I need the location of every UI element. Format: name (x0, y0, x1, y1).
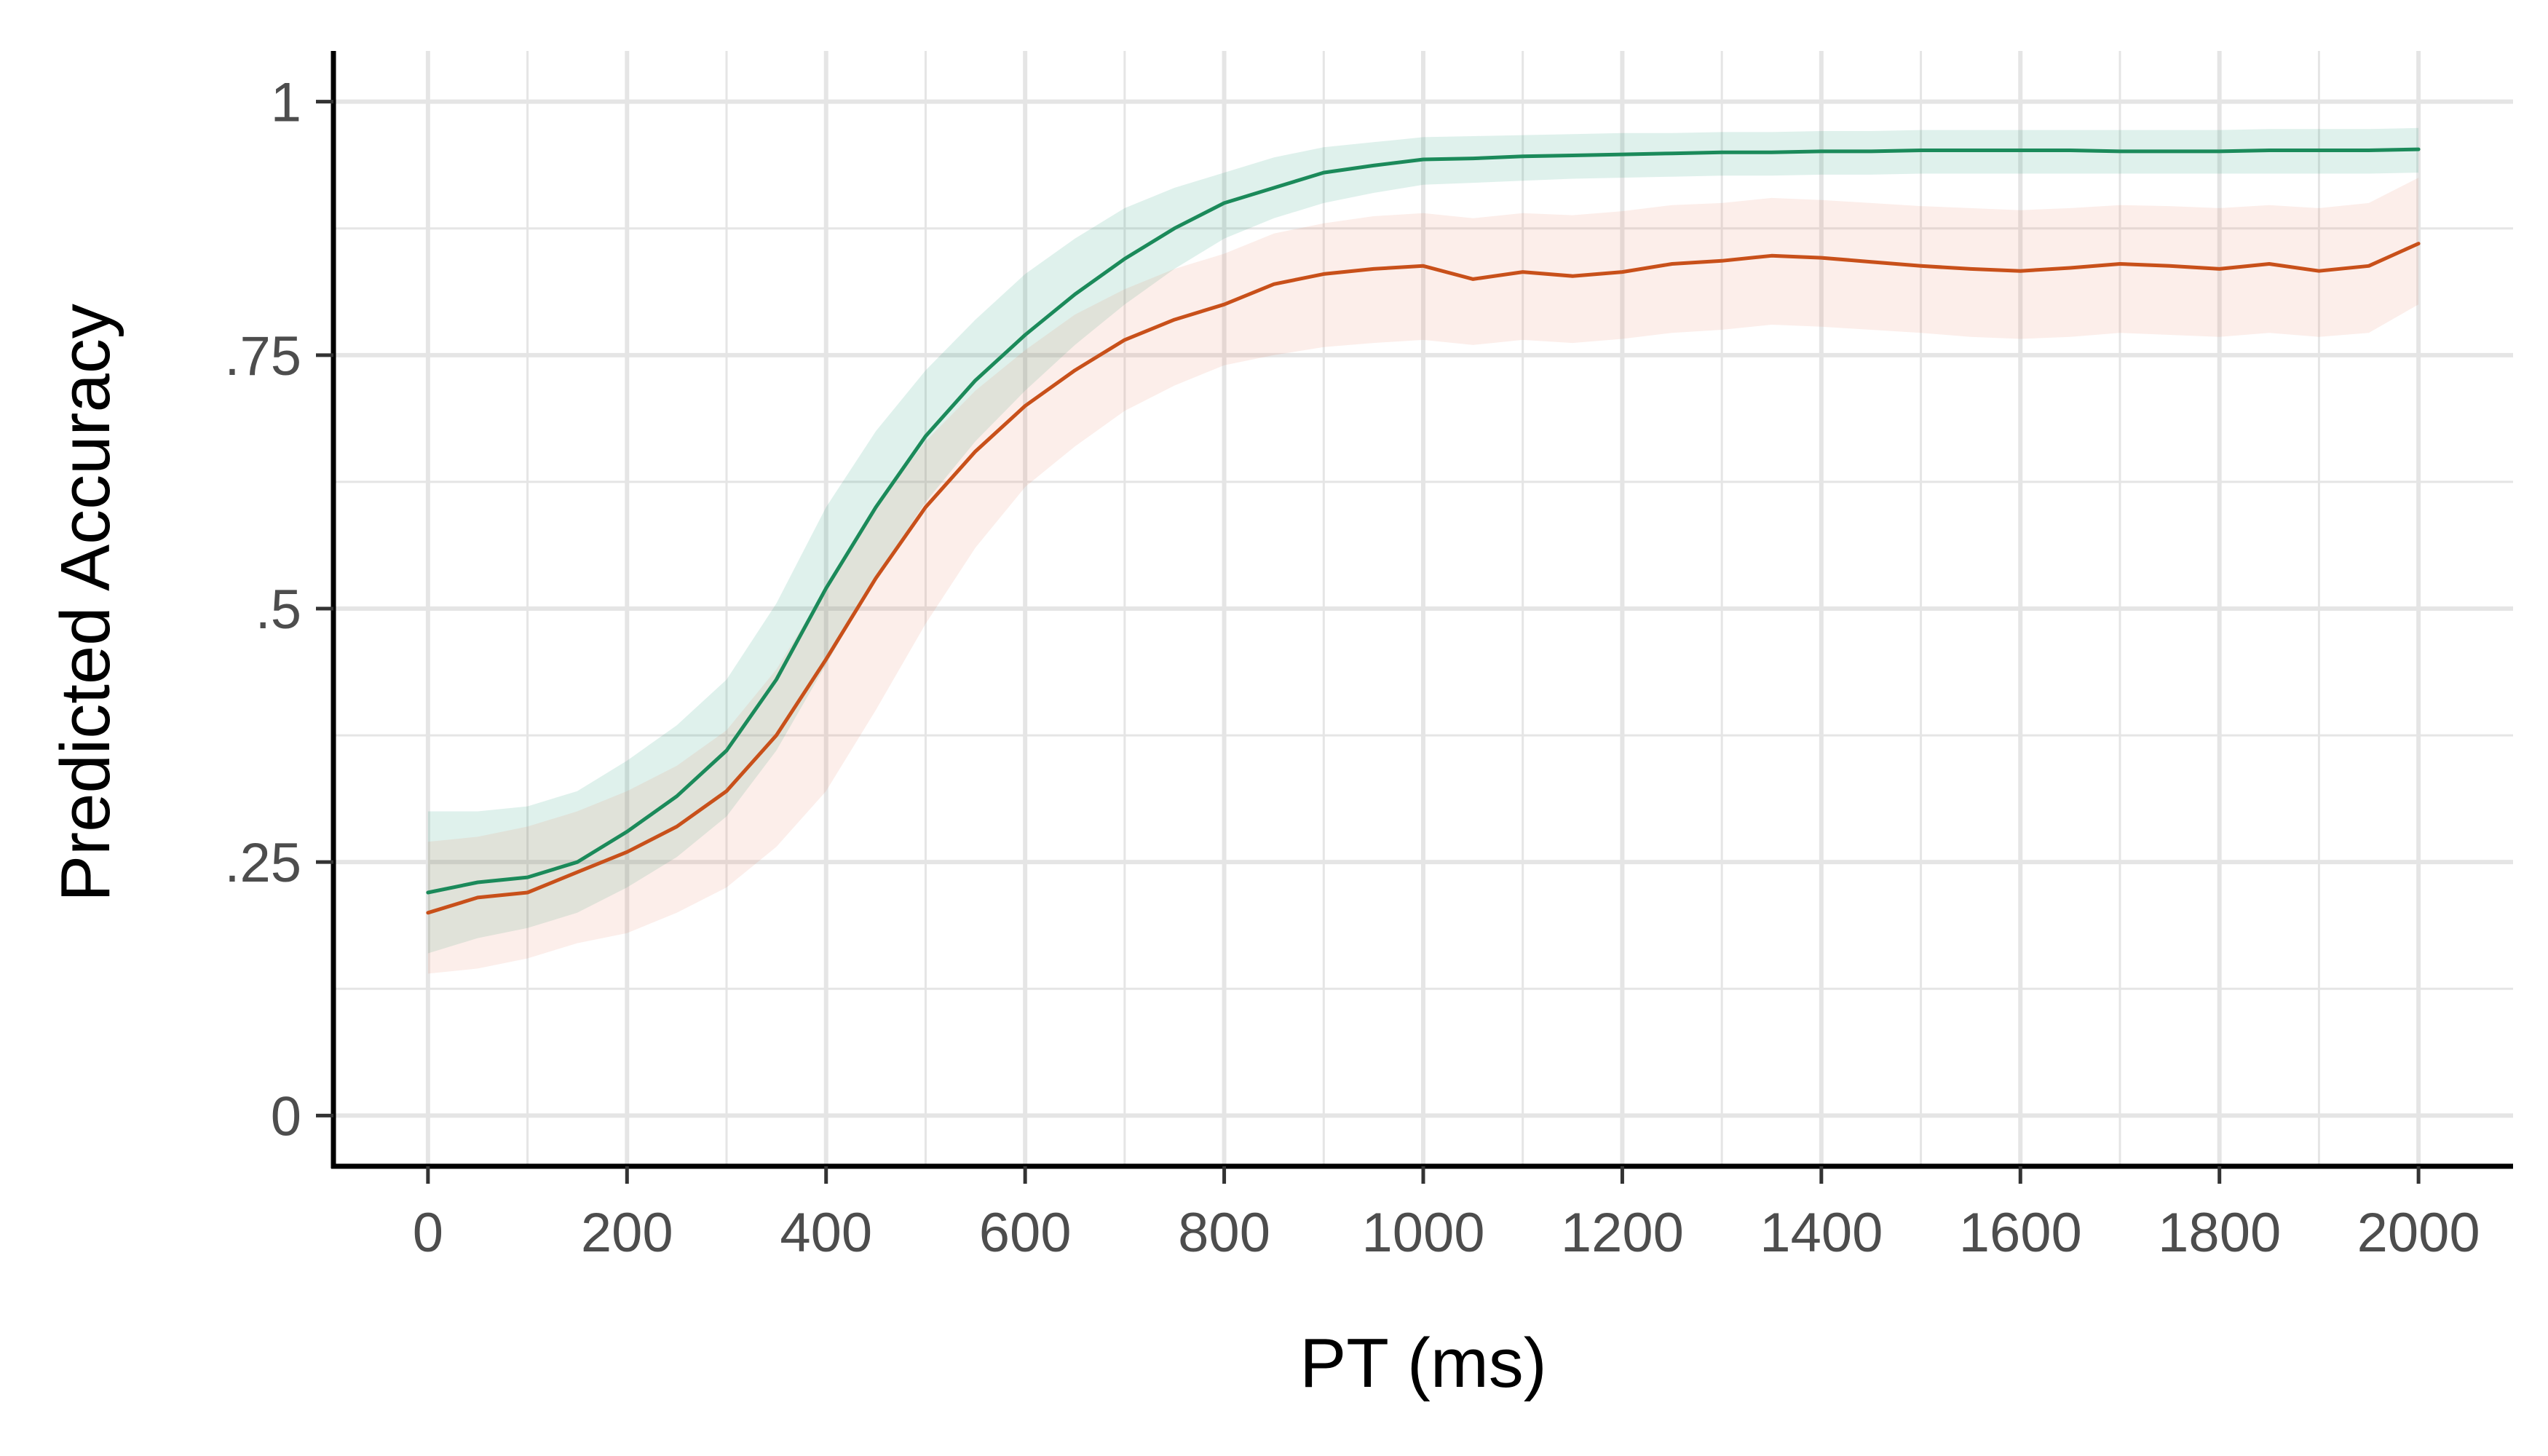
x-tick-label: 1000 (1361, 1202, 1484, 1264)
x-tick-label: 1200 (1561, 1202, 1684, 1264)
x-tick-label: 600 (979, 1202, 1072, 1264)
y-axis-ticks: 0 .25 .5 .75 1 (224, 72, 333, 1147)
confidence-bands (427, 127, 2419, 974)
x-tick-label: 400 (780, 1202, 872, 1264)
y-tick-label: .5 (256, 579, 301, 641)
series-lines (426, 147, 2421, 915)
y-tick-label: .25 (224, 832, 301, 894)
confidence-band-2 (427, 178, 2419, 974)
x-tick-label: 1600 (1959, 1202, 2082, 1264)
major-gridlines (333, 51, 2513, 1166)
x-axis-title: PT (ms) (1299, 1324, 1547, 1402)
x-axis-ticks: 0 200 400 600 800 1000 1200 1400 1600 1800 2000 (413, 1166, 2480, 1264)
x-tick-label: 0 (413, 1202, 443, 1264)
x-tick-label: 2000 (2357, 1202, 2480, 1264)
y-tick-label: 1 (271, 72, 301, 134)
confidence-band-1 (427, 127, 2419, 954)
x-tick-label: 1400 (1760, 1202, 1883, 1264)
x-tick-label: 1800 (2158, 1202, 2281, 1264)
x-tick-label: 800 (1178, 1202, 1270, 1264)
series-line-1 (426, 147, 2421, 895)
y-tick-label: 0 (271, 1085, 301, 1147)
series-line-2 (426, 242, 2421, 915)
y-axis-title: Predicted Accuracy (47, 304, 124, 902)
y-tick-label: .75 (224, 325, 301, 387)
x-tick-label: 200 (581, 1202, 673, 1264)
